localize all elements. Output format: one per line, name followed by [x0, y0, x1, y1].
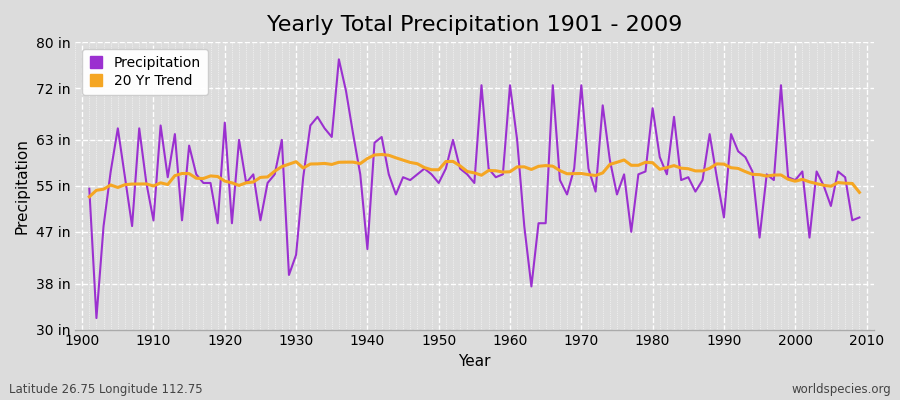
Text: Latitude 26.75 Longitude 112.75: Latitude 26.75 Longitude 112.75: [9, 383, 202, 396]
20 Yr Trend: [84, 194, 94, 199]
20 Yr Trend: [376, 152, 387, 157]
20 Yr Trend: [598, 170, 608, 175]
Title: Yearly Total Precipitation 1901 - 2009: Yearly Total Precipitation 1901 - 2009: [266, 15, 682, 35]
20 Yr Trend: [298, 166, 309, 170]
Precipitation: [519, 224, 530, 228]
Precipitation: [355, 172, 365, 177]
20 Yr Trend: [340, 160, 351, 164]
Text: worldspecies.org: worldspecies.org: [791, 383, 891, 396]
Precipitation: [334, 57, 345, 62]
Precipitation: [148, 218, 159, 223]
Legend: Precipitation, 20 Yr Trend: Precipitation, 20 Yr Trend: [82, 49, 208, 95]
20 Yr Trend: [854, 190, 865, 195]
Precipitation: [91, 316, 102, 320]
Line: 20 Yr Trend: 20 Yr Trend: [89, 154, 860, 197]
Precipitation: [605, 158, 616, 162]
20 Yr Trend: [512, 164, 523, 169]
20 Yr Trend: [505, 169, 516, 174]
Precipitation: [854, 215, 865, 220]
X-axis label: Year: Year: [458, 354, 491, 369]
20 Yr Trend: [141, 182, 152, 186]
Line: Precipitation: Precipitation: [89, 59, 860, 318]
Precipitation: [305, 123, 316, 128]
Y-axis label: Precipitation: Precipitation: [15, 138, 30, 234]
Precipitation: [512, 138, 523, 142]
Precipitation: [84, 186, 94, 191]
